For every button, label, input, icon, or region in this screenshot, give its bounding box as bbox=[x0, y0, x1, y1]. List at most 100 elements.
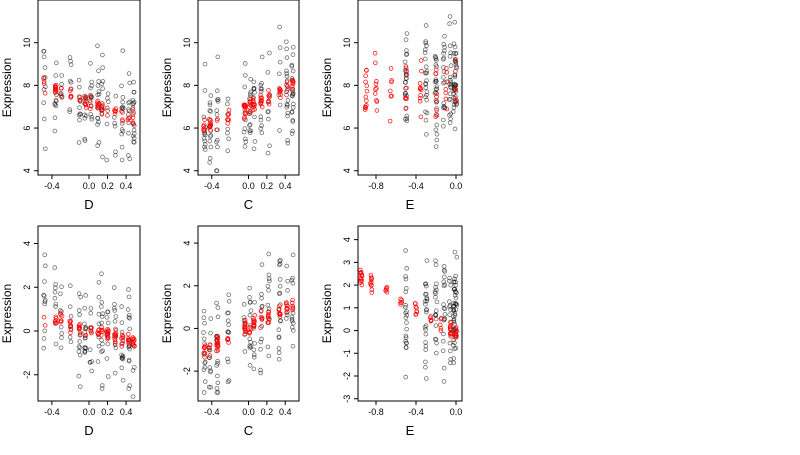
black-data-point bbox=[225, 329, 230, 335]
x-tick-label: 0.4 bbox=[120, 407, 133, 417]
red-data-point bbox=[98, 333, 104, 338]
black-data-point bbox=[52, 265, 58, 270]
black-data-point bbox=[201, 336, 207, 342]
red-data-point bbox=[112, 109, 118, 114]
x-axis-title: C bbox=[244, 197, 253, 212]
black-data-point bbox=[58, 324, 64, 330]
black-data-point bbox=[112, 123, 118, 129]
black-data-point bbox=[276, 327, 282, 333]
red-data-point bbox=[201, 124, 206, 129]
black-data-point bbox=[252, 90, 257, 95]
red-data-point bbox=[247, 330, 252, 336]
black-data-point bbox=[95, 43, 100, 49]
black-data-point bbox=[248, 308, 254, 313]
black-data-point bbox=[441, 338, 446, 344]
red-data-point bbox=[358, 276, 364, 282]
black-data-point bbox=[226, 298, 232, 304]
red-data-point bbox=[289, 300, 295, 306]
black-data-point bbox=[452, 126, 458, 132]
black-data-point bbox=[450, 343, 456, 348]
red-data-point bbox=[284, 302, 289, 307]
red-data-point bbox=[105, 334, 111, 340]
red-data-point bbox=[418, 114, 424, 120]
black-data-point bbox=[277, 277, 283, 282]
red-data-point bbox=[389, 93, 394, 99]
black-data-point bbox=[284, 263, 289, 269]
red-data-point bbox=[99, 325, 104, 330]
x-tick-label: 0.0 bbox=[450, 181, 463, 191]
red-data-point bbox=[58, 319, 64, 325]
red-data-point bbox=[99, 104, 105, 109]
black-data-point bbox=[432, 54, 438, 59]
black-data-point bbox=[403, 90, 408, 96]
black-data-point bbox=[225, 359, 231, 365]
black-data-point bbox=[290, 252, 296, 258]
x-tick-label: 0.0 bbox=[450, 407, 463, 417]
red-data-point bbox=[276, 306, 282, 312]
red-data-point bbox=[77, 325, 83, 330]
black-data-point bbox=[258, 86, 264, 91]
y-axis-title: Expression bbox=[320, 58, 334, 117]
y-tick-label: 2 bbox=[342, 283, 352, 288]
black-data-point bbox=[105, 91, 111, 96]
red-data-point bbox=[42, 91, 48, 96]
y-axis-title: Expression bbox=[320, 284, 334, 343]
black-data-point bbox=[447, 275, 452, 281]
red-data-point bbox=[404, 96, 409, 102]
black-data-point bbox=[201, 136, 207, 141]
black-data-point bbox=[52, 295, 58, 301]
black-data-point bbox=[215, 96, 221, 102]
black-data-point bbox=[441, 365, 447, 371]
red-data-point bbox=[248, 96, 254, 102]
red-data-point bbox=[284, 92, 289, 98]
black-data-point bbox=[423, 340, 428, 345]
black-data-point bbox=[258, 367, 263, 373]
red-data-point bbox=[68, 327, 74, 332]
black-data-point bbox=[95, 83, 101, 88]
black-data-point bbox=[285, 138, 290, 143]
black-data-point bbox=[225, 310, 230, 316]
red-data-point bbox=[372, 91, 378, 96]
black-data-point bbox=[112, 370, 118, 376]
red-data-point bbox=[68, 330, 73, 335]
black-data-point bbox=[441, 100, 446, 106]
black-data-point bbox=[267, 50, 272, 56]
black-data-point bbox=[440, 57, 446, 62]
red-data-point bbox=[449, 331, 455, 336]
black-data-point bbox=[105, 320, 111, 326]
black-data-point bbox=[202, 142, 208, 147]
y-tick-label: 10 bbox=[22, 38, 32, 48]
black-data-point bbox=[252, 341, 257, 346]
black-data-point bbox=[226, 322, 232, 328]
red-data-point bbox=[113, 328, 119, 333]
black-data-point bbox=[404, 309, 409, 314]
y-tick-label: -2 bbox=[22, 371, 32, 379]
black-data-point bbox=[113, 149, 118, 155]
black-data-point bbox=[424, 309, 429, 315]
black-data-point bbox=[242, 349, 248, 354]
black-data-point bbox=[104, 121, 110, 127]
black-data-point bbox=[126, 130, 131, 136]
red-data-point bbox=[453, 96, 458, 101]
black-data-point bbox=[423, 359, 428, 365]
black-data-point bbox=[277, 290, 283, 296]
black-data-point bbox=[259, 130, 265, 136]
black-data-point bbox=[441, 117, 446, 123]
black-data-point bbox=[285, 288, 290, 293]
black-data-point bbox=[100, 154, 105, 160]
red-data-point bbox=[77, 97, 83, 103]
black-data-point bbox=[111, 285, 117, 290]
black-data-point bbox=[241, 129, 247, 135]
red-data-point bbox=[258, 92, 263, 98]
black-data-point bbox=[441, 75, 446, 80]
red-data-point bbox=[362, 107, 368, 112]
black-data-point bbox=[225, 101, 230, 107]
y-tick-label: 4 bbox=[342, 168, 352, 173]
black-data-point bbox=[434, 137, 440, 143]
red-data-point bbox=[214, 118, 220, 123]
black-data-point bbox=[215, 373, 220, 379]
red-data-point bbox=[58, 311, 63, 316]
y-tick-label: 10 bbox=[342, 38, 352, 48]
y-tick-label: -2 bbox=[342, 372, 352, 380]
black-data-point bbox=[76, 77, 82, 83]
